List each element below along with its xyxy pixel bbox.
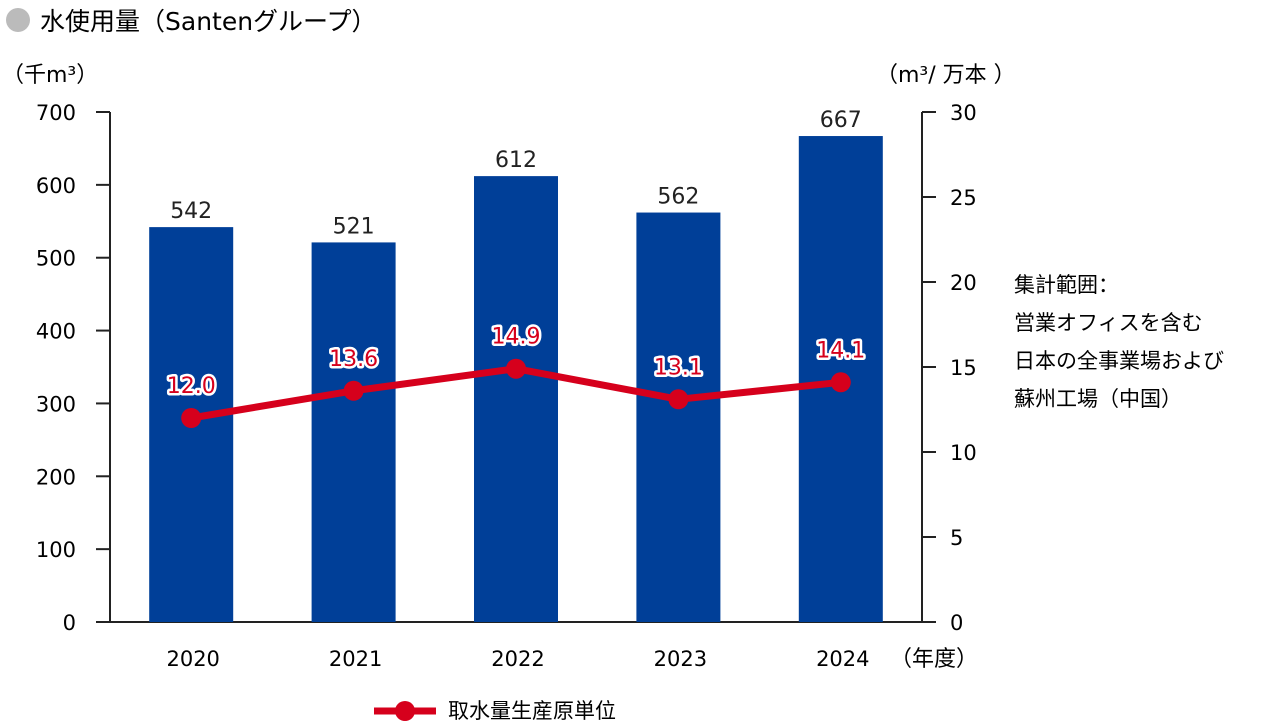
chart-title: 水使用量（Santenグループ）	[40, 7, 377, 36]
right-tick-label: 0	[950, 611, 963, 635]
line-value-label: 14.9	[492, 325, 541, 350]
right-axis-label: （m³/ 万本 ）	[876, 63, 1016, 88]
bar-value-label: 542	[170, 199, 212, 224]
x-tick-label: 2020	[166, 647, 219, 671]
title-dot-icon	[6, 8, 30, 32]
x-axis-label: （年度）	[890, 647, 978, 672]
bar-value-label: 562	[657, 185, 699, 210]
bar-value-label: 612	[495, 148, 537, 173]
note-line-1: 集計範囲：	[1014, 273, 1119, 297]
x-tick-label: 2024	[816, 647, 869, 671]
left-tick-label: 0	[63, 611, 76, 635]
line-point	[343, 380, 364, 401]
right-tick-label: 5	[950, 526, 963, 550]
line-point	[181, 408, 202, 428]
right-tick-label: 25	[950, 186, 977, 210]
x-tick-label: 2023	[654, 647, 707, 671]
bar-value-label: 667	[820, 108, 862, 133]
right-tick-label: 20	[950, 271, 977, 295]
left-tick-label: 500	[36, 247, 76, 271]
note-line-4: 蘇州工場（中国）	[1014, 387, 1182, 411]
legend-label: 取水量生産原単位	[448, 699, 616, 723]
left-tick-label: 300	[36, 392, 76, 416]
left-tick-label: 600	[36, 174, 76, 198]
note-line-2: 営業オフィスを含む	[1014, 311, 1203, 335]
right-tick-label: 30	[950, 101, 977, 125]
left-tick-label: 200	[36, 465, 76, 489]
left-axis-label: （千m³）	[2, 63, 98, 88]
legend-marker	[395, 701, 415, 721]
line-value-label: 12.0	[167, 374, 216, 399]
line-point	[506, 358, 526, 379]
note-line-3: 日本の全事業場および	[1014, 349, 1224, 373]
right-tick-label: 10	[950, 441, 977, 465]
line-value-label: 14.1	[816, 338, 865, 363]
x-tick-label: 2022	[491, 647, 544, 671]
left-tick-label: 400	[36, 320, 76, 344]
line-point	[668, 389, 689, 410]
x-tick-label: 2021	[329, 647, 382, 671]
line-value-label: 13.6	[329, 347, 378, 372]
bar	[311, 242, 396, 622]
left-tick-label: 700	[36, 101, 76, 125]
bar	[474, 176, 558, 622]
bar-value-label: 521	[333, 214, 375, 239]
line-point	[830, 372, 851, 393]
line-value-label: 13.1	[654, 355, 703, 380]
bar	[636, 212, 721, 623]
left-tick-label: 100	[36, 538, 76, 562]
right-tick-label: 15	[950, 356, 977, 380]
